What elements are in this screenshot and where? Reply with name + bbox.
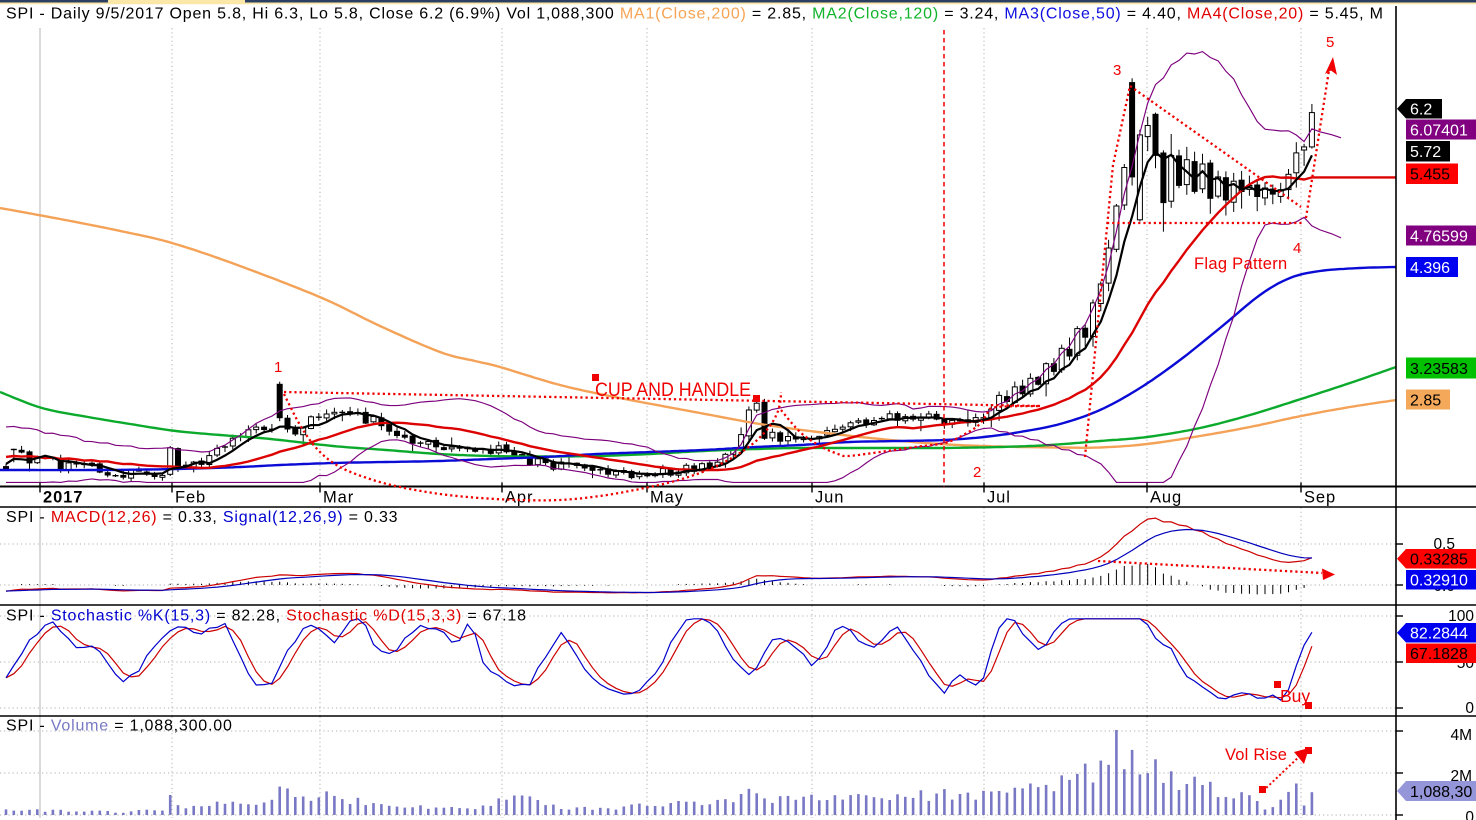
svg-text:2017: 2017 — [43, 489, 83, 507]
svg-text:5: 5 — [1326, 34, 1334, 51]
svg-text:6.07401: 6.07401 — [1410, 122, 1468, 139]
svg-text:Mar: Mar — [323, 489, 354, 507]
svg-text:2M: 2M — [1450, 768, 1472, 785]
svg-text:Feb: Feb — [175, 489, 206, 507]
svg-text:82.2844: 82.2844 — [1410, 626, 1468, 643]
svg-text:Apr: Apr — [505, 489, 533, 507]
svg-text:0.32910: 0.32910 — [1410, 573, 1468, 590]
svg-text:6.2: 6.2 — [1410, 102, 1432, 119]
svg-text:2.85: 2.85 — [1410, 392, 1441, 409]
svg-text:Jul: Jul — [987, 489, 1011, 507]
svg-text:1: 1 — [274, 359, 282, 376]
svg-text:4.396: 4.396 — [1410, 260, 1450, 277]
svg-text:0.33285: 0.33285 — [1410, 552, 1468, 569]
svg-text:0: 0 — [1465, 809, 1474, 820]
svg-text:SPI - Volume = 1,088,300.00: SPI - Volume = 1,088,300.00 — [6, 718, 233, 735]
svg-text:5.455: 5.455 — [1410, 167, 1450, 184]
svg-text:4: 4 — [1293, 240, 1301, 257]
svg-text:2: 2 — [973, 464, 981, 481]
svg-text:4M: 4M — [1450, 727, 1472, 744]
svg-text:100: 100 — [1448, 608, 1474, 625]
svg-text:3: 3 — [1113, 62, 1121, 79]
svg-text:3.23583: 3.23583 — [1410, 361, 1468, 378]
svg-text:5.72: 5.72 — [1410, 144, 1441, 161]
svg-text:Flag Pattern: Flag Pattern — [1194, 255, 1287, 273]
svg-text:67.1828: 67.1828 — [1410, 646, 1468, 663]
svg-text:Vol Rise: Vol Rise — [1225, 746, 1287, 764]
svg-text:0.5: 0.5 — [1433, 536, 1455, 553]
svg-text:CUP AND HANDLE: CUP AND HANDLE — [595, 380, 751, 401]
svg-text:SPI - Daily 9/5/2017 Open 5.8,: SPI - Daily 9/5/2017 Open 5.8, Hi 6.3, L… — [6, 6, 1384, 23]
svg-text:May: May — [650, 489, 684, 507]
svg-text:SPI - MACD(12,26) = 0.33, Sign: SPI - MACD(12,26) = 0.33, Signal(12,26,9… — [6, 509, 398, 526]
svg-text:1,088,30: 1,088,30 — [1410, 784, 1472, 801]
svg-text:4.76599: 4.76599 — [1410, 228, 1468, 245]
svg-text:Sep: Sep — [1304, 489, 1336, 507]
svg-text:SPI - Stochastic %K(15,3) = 82: SPI - Stochastic %K(15,3) = 82.28, Stoch… — [6, 608, 527, 625]
svg-text:Buy: Buy — [1280, 686, 1310, 706]
svg-text:0: 0 — [1465, 700, 1474, 717]
svg-text:Aug: Aug — [1150, 489, 1182, 507]
svg-text:Jun: Jun — [815, 489, 844, 507]
